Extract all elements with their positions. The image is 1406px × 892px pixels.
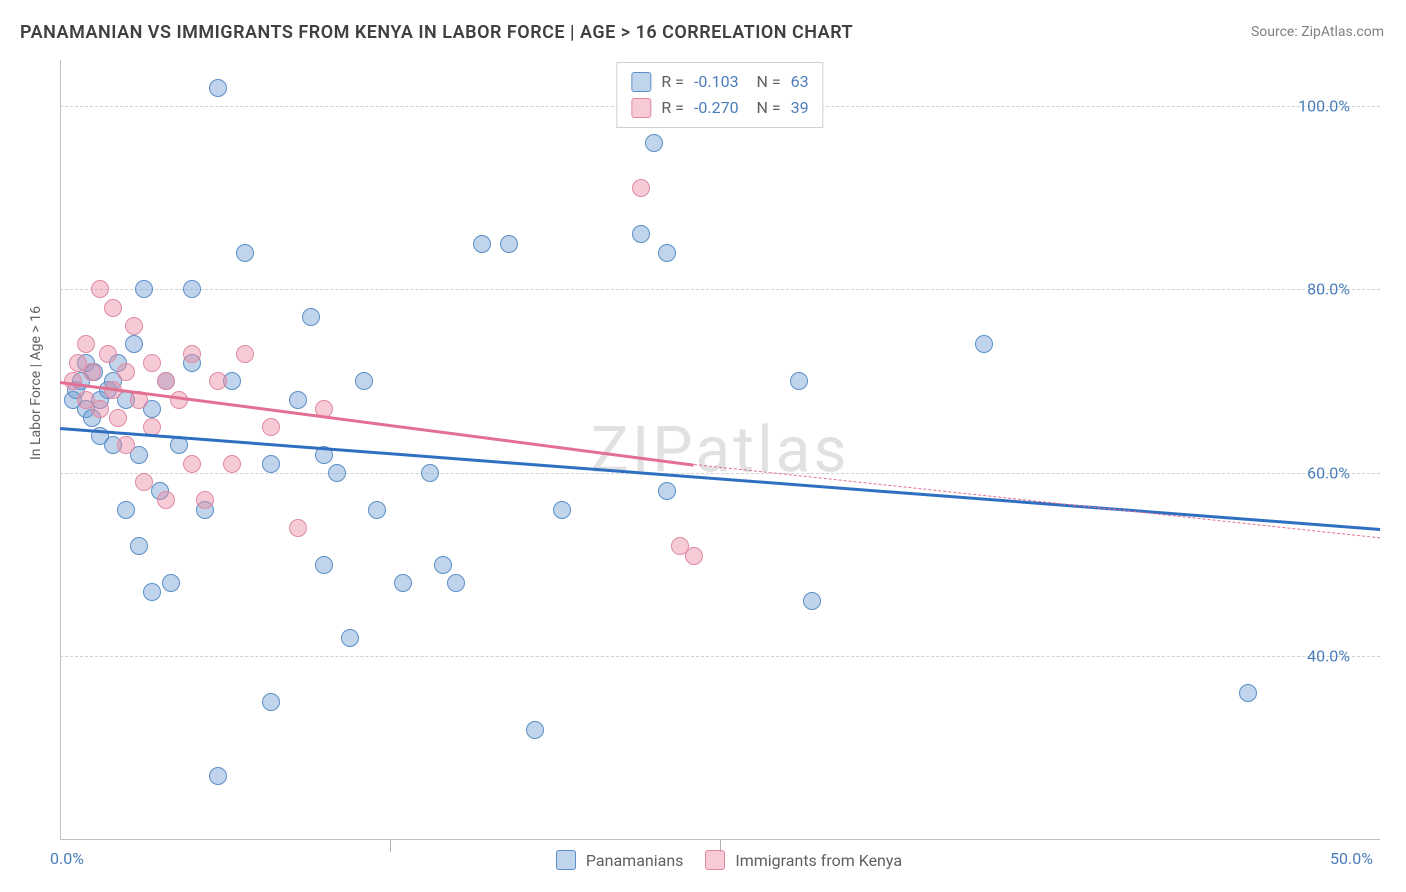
plot-area: ZIPatlas R = -0.103 N = 63 R = -0.270 N … — [60, 60, 1380, 840]
data-point — [262, 418, 280, 436]
legend-swatch-panamanians — [556, 850, 576, 870]
legend-label: Immigrants from Kenya — [735, 851, 902, 870]
data-point — [790, 372, 808, 390]
source-credit: Source: ZipAtlas.com — [1251, 24, 1384, 40]
data-point — [500, 235, 518, 253]
data-point — [553, 501, 571, 519]
stat-R-value: -0.270 — [694, 95, 739, 121]
data-point — [394, 574, 412, 592]
data-point — [109, 409, 127, 427]
data-point — [236, 244, 254, 262]
gridline — [60, 656, 1380, 657]
data-point — [262, 455, 280, 473]
chart-title: PANAMANIAN VS IMMIGRANTS FROM KENYA IN L… — [20, 22, 853, 43]
data-point — [130, 537, 148, 555]
legend-stats-row: R = -0.103 N = 63 — [631, 69, 808, 95]
data-point — [183, 280, 201, 298]
data-point — [236, 345, 254, 363]
y-axis-label: In Labor Force | Age > 16 — [28, 306, 44, 460]
data-point — [328, 464, 346, 482]
data-point — [975, 335, 993, 353]
data-point — [355, 372, 373, 390]
data-point — [289, 391, 307, 409]
data-point — [434, 556, 452, 574]
stat-R-value: -0.103 — [694, 69, 739, 95]
y-axis — [60, 60, 61, 840]
data-point — [658, 482, 676, 500]
stat-N-label: N = — [749, 69, 781, 95]
data-point — [262, 693, 280, 711]
data-point — [473, 235, 491, 253]
data-point — [143, 354, 161, 372]
data-point — [632, 225, 650, 243]
data-point — [447, 574, 465, 592]
legend-label: Panamanians — [586, 851, 684, 870]
data-point — [209, 767, 227, 785]
data-point — [117, 501, 135, 519]
y-tick-label: 80.0% — [1307, 280, 1350, 299]
data-point — [368, 501, 386, 519]
data-point — [196, 491, 214, 509]
data-point — [183, 455, 201, 473]
data-point — [209, 79, 227, 97]
data-point — [209, 372, 227, 390]
data-point — [157, 491, 175, 509]
legend-stats: R = -0.103 N = 63 R = -0.270 N = 39 — [616, 62, 823, 128]
data-point — [125, 317, 143, 335]
trend-line — [60, 427, 1380, 530]
data-point — [302, 308, 320, 326]
data-point — [658, 244, 676, 262]
data-point — [685, 547, 703, 565]
data-point — [315, 556, 333, 574]
data-point — [632, 179, 650, 197]
data-point — [91, 400, 109, 418]
legend-swatch-kenya — [705, 850, 725, 870]
data-point — [223, 455, 241, 473]
data-point — [162, 574, 180, 592]
data-point — [645, 134, 663, 152]
data-point — [77, 335, 95, 353]
gridline — [60, 289, 1380, 290]
data-point — [135, 280, 153, 298]
stat-R-label: R = — [661, 69, 684, 95]
trend-line-extension — [694, 464, 1381, 538]
data-point — [157, 372, 175, 390]
y-tick-label: 40.0% — [1307, 647, 1350, 666]
stat-N-value: 63 — [791, 69, 809, 95]
stat-N-label: N = — [749, 95, 781, 121]
data-point — [341, 629, 359, 647]
legend-series: Panamanians Immigrants from Kenya — [60, 850, 1380, 870]
y-tick-label: 60.0% — [1307, 463, 1350, 482]
stat-N-value: 39 — [791, 95, 809, 121]
data-point — [125, 335, 143, 353]
data-point — [803, 592, 821, 610]
data-point — [289, 519, 307, 537]
data-point — [117, 436, 135, 454]
data-point — [117, 363, 135, 381]
y-tick-label: 100.0% — [1298, 96, 1350, 115]
data-point — [91, 280, 109, 298]
data-point — [1239, 684, 1257, 702]
gridline — [60, 473, 1380, 474]
legend-swatch-panamanians — [631, 72, 651, 92]
legend-swatch-kenya — [631, 98, 651, 118]
data-point — [143, 583, 161, 601]
data-point — [421, 464, 439, 482]
data-point — [99, 345, 117, 363]
data-point — [183, 345, 201, 363]
stat-R-label: R = — [661, 95, 684, 121]
data-point — [83, 363, 101, 381]
data-point — [526, 721, 544, 739]
data-point — [135, 473, 153, 491]
legend-stats-row: R = -0.270 N = 39 — [631, 95, 808, 121]
data-point — [104, 299, 122, 317]
